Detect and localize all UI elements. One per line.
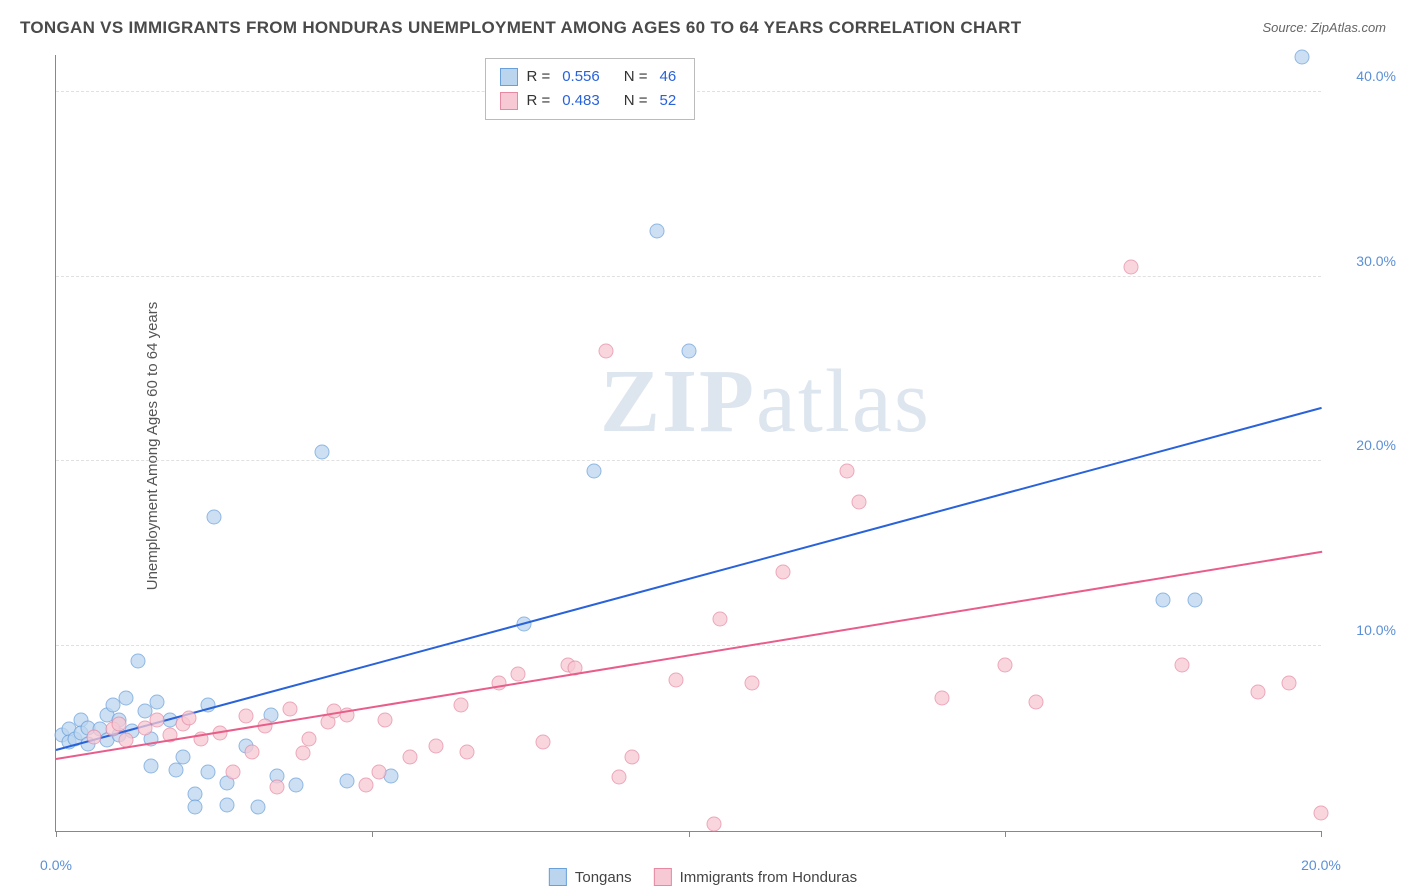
gridline <box>56 645 1321 646</box>
legend-label: Immigrants from Honduras <box>680 869 858 886</box>
data-point <box>1029 694 1044 709</box>
trend-line <box>56 551 1322 760</box>
data-point <box>599 343 614 358</box>
data-point <box>668 672 683 687</box>
data-point <box>112 716 127 731</box>
data-point <box>1250 685 1265 700</box>
data-point <box>1155 593 1170 608</box>
data-point <box>188 799 203 814</box>
data-point <box>1124 260 1139 275</box>
data-point <box>1282 676 1297 691</box>
data-point <box>852 495 867 510</box>
x-tick-label: 0.0% <box>40 857 72 873</box>
data-point <box>744 676 759 691</box>
data-point <box>706 816 721 831</box>
data-point <box>371 764 386 779</box>
data-point <box>713 611 728 626</box>
data-point <box>839 463 854 478</box>
data-point <box>536 735 551 750</box>
x-tick <box>56 831 57 837</box>
trend-line <box>56 407 1323 751</box>
data-point <box>491 676 506 691</box>
data-point <box>302 731 317 746</box>
data-point <box>289 777 304 792</box>
data-point <box>150 694 165 709</box>
legend-stats: R = 0.556 N = 46 R = 0.483 N = 52 <box>485 58 695 120</box>
y-tick-label: 40.0% <box>1331 68 1396 84</box>
data-point <box>649 223 664 238</box>
source-attribution: Source: ZipAtlas.com <box>1262 20 1386 35</box>
legend-label: Tongans <box>575 869 632 886</box>
legend-swatch <box>500 92 518 110</box>
data-point <box>238 709 253 724</box>
n-value: 52 <box>660 89 677 113</box>
data-point <box>1314 805 1329 820</box>
r-label: R = <box>526 65 550 89</box>
y-tick-label: 20.0% <box>1331 437 1396 453</box>
plot-area: ZIPatlas 10.0%20.0%30.0%40.0%0.0%20.0% <box>55 55 1321 832</box>
data-point <box>314 445 329 460</box>
legend-swatch <box>549 868 567 886</box>
data-point <box>358 777 373 792</box>
legend-stat-row: R = 0.556 N = 46 <box>500 65 680 89</box>
data-point <box>1174 657 1189 672</box>
data-point <box>586 463 601 478</box>
x-tick-label: 20.0% <box>1301 857 1341 873</box>
data-point <box>270 779 285 794</box>
x-tick <box>689 831 690 837</box>
data-point <box>86 729 101 744</box>
data-point <box>681 343 696 358</box>
data-point <box>611 770 626 785</box>
legend-item: Tongans <box>549 868 632 886</box>
data-point <box>143 759 158 774</box>
data-point <box>283 702 298 717</box>
data-point <box>181 711 196 726</box>
n-label: N = <box>624 89 648 113</box>
data-point <box>776 565 791 580</box>
data-point <box>460 744 475 759</box>
legend-stat-row: R = 0.483 N = 52 <box>500 89 680 113</box>
r-value: 0.556 <box>562 65 600 89</box>
x-tick <box>1005 831 1006 837</box>
data-point <box>428 739 443 754</box>
x-tick <box>372 831 373 837</box>
data-point <box>131 654 146 669</box>
data-point <box>339 774 354 789</box>
legend-bottom: Tongans Immigrants from Honduras <box>549 868 857 886</box>
x-tick <box>1321 831 1322 837</box>
gridline <box>56 276 1321 277</box>
legend-item: Immigrants from Honduras <box>654 868 858 886</box>
data-point <box>219 798 234 813</box>
legend-swatch <box>500 68 518 86</box>
data-point <box>453 698 468 713</box>
data-point <box>624 750 639 765</box>
chart-title: TONGAN VS IMMIGRANTS FROM HONDURAS UNEMP… <box>20 18 1021 38</box>
data-point <box>200 764 215 779</box>
y-tick-label: 10.0% <box>1331 622 1396 638</box>
y-tick-label: 30.0% <box>1331 253 1396 269</box>
data-point <box>1295 49 1310 64</box>
data-point <box>295 746 310 761</box>
data-point <box>403 750 418 765</box>
data-point <box>997 657 1012 672</box>
data-point <box>175 750 190 765</box>
data-point <box>510 666 525 681</box>
r-value: 0.483 <box>562 89 600 113</box>
data-point <box>169 763 184 778</box>
data-point <box>934 690 949 705</box>
data-point <box>251 799 266 814</box>
data-point <box>118 690 133 705</box>
n-value: 46 <box>660 65 677 89</box>
legend-swatch <box>654 868 672 886</box>
gridline <box>56 460 1321 461</box>
data-point <box>1187 593 1202 608</box>
data-point <box>207 509 222 524</box>
r-label: R = <box>526 89 550 113</box>
watermark: ZIPatlas <box>600 350 931 453</box>
data-point <box>245 744 260 759</box>
data-point <box>150 713 165 728</box>
data-point <box>377 713 392 728</box>
data-point <box>226 764 241 779</box>
n-label: N = <box>624 65 648 89</box>
